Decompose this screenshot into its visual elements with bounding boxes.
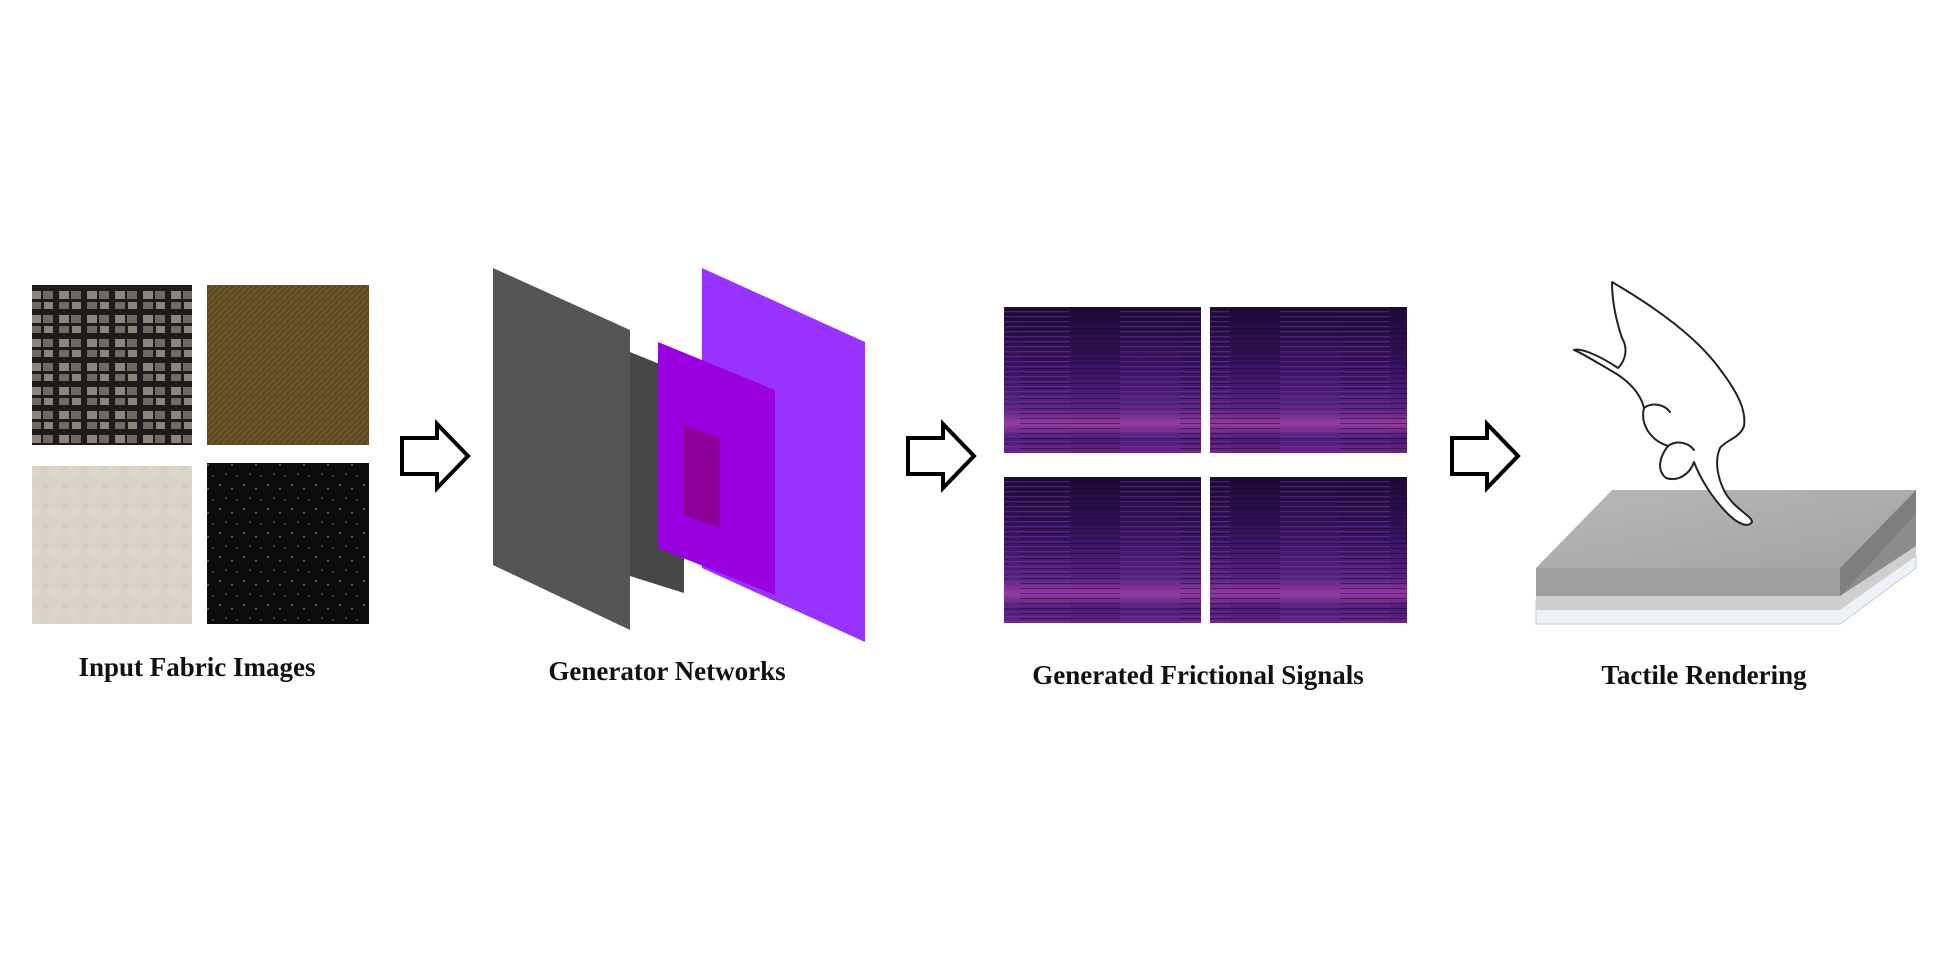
arrow-right-outline-icon <box>1450 419 1521 493</box>
spectrogram-1 <box>1004 307 1201 453</box>
generator-networks <box>493 268 865 642</box>
layer-gray-large <box>493 268 630 630</box>
tactile-device-icon <box>1535 490 1917 625</box>
stage-label-input-fabric-images: Input Fabric Images <box>78 652 316 682</box>
fabric-image-brown-twill <box>207 285 369 445</box>
spectrogram-2 <box>1210 307 1407 453</box>
layer-purple-core <box>684 425 720 528</box>
fabric-image-woven-grid <box>32 285 192 445</box>
arrow-right-outline-icon <box>400 419 471 493</box>
spectrogram-4 <box>1210 477 1407 623</box>
arrow-right-outline-icon <box>906 419 977 493</box>
stage-label-tactile-rendering: Tactile Rendering <box>1601 660 1807 690</box>
hand-pointing-icon <box>1573 281 1753 526</box>
stage-label-generator-networks: Generator Networks <box>548 656 786 686</box>
fabric-image-beige-felt <box>32 466 192 624</box>
spectrogram-3 <box>1004 477 1201 623</box>
stage-label-generated-frictional-signals: Generated Frictional Signals <box>1032 660 1364 690</box>
generated-frictional-signals <box>1004 307 1407 623</box>
input-fabric-images <box>32 285 369 624</box>
fabric-image-black-sparkle <box>207 463 369 624</box>
